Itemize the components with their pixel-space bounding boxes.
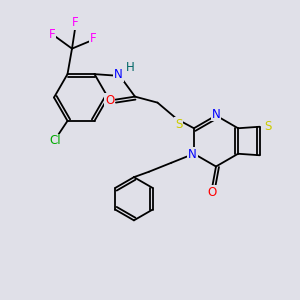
Text: F: F [72,16,78,29]
Text: S: S [264,120,272,133]
Text: O: O [208,186,217,199]
Text: Cl: Cl [50,134,61,148]
Text: H: H [126,61,135,74]
Text: F: F [49,28,55,41]
Text: N: N [188,148,197,161]
Text: N: N [114,68,123,81]
Text: S: S [175,118,182,131]
Text: N: N [212,107,220,121]
Text: F: F [90,32,97,45]
Text: O: O [105,94,114,107]
